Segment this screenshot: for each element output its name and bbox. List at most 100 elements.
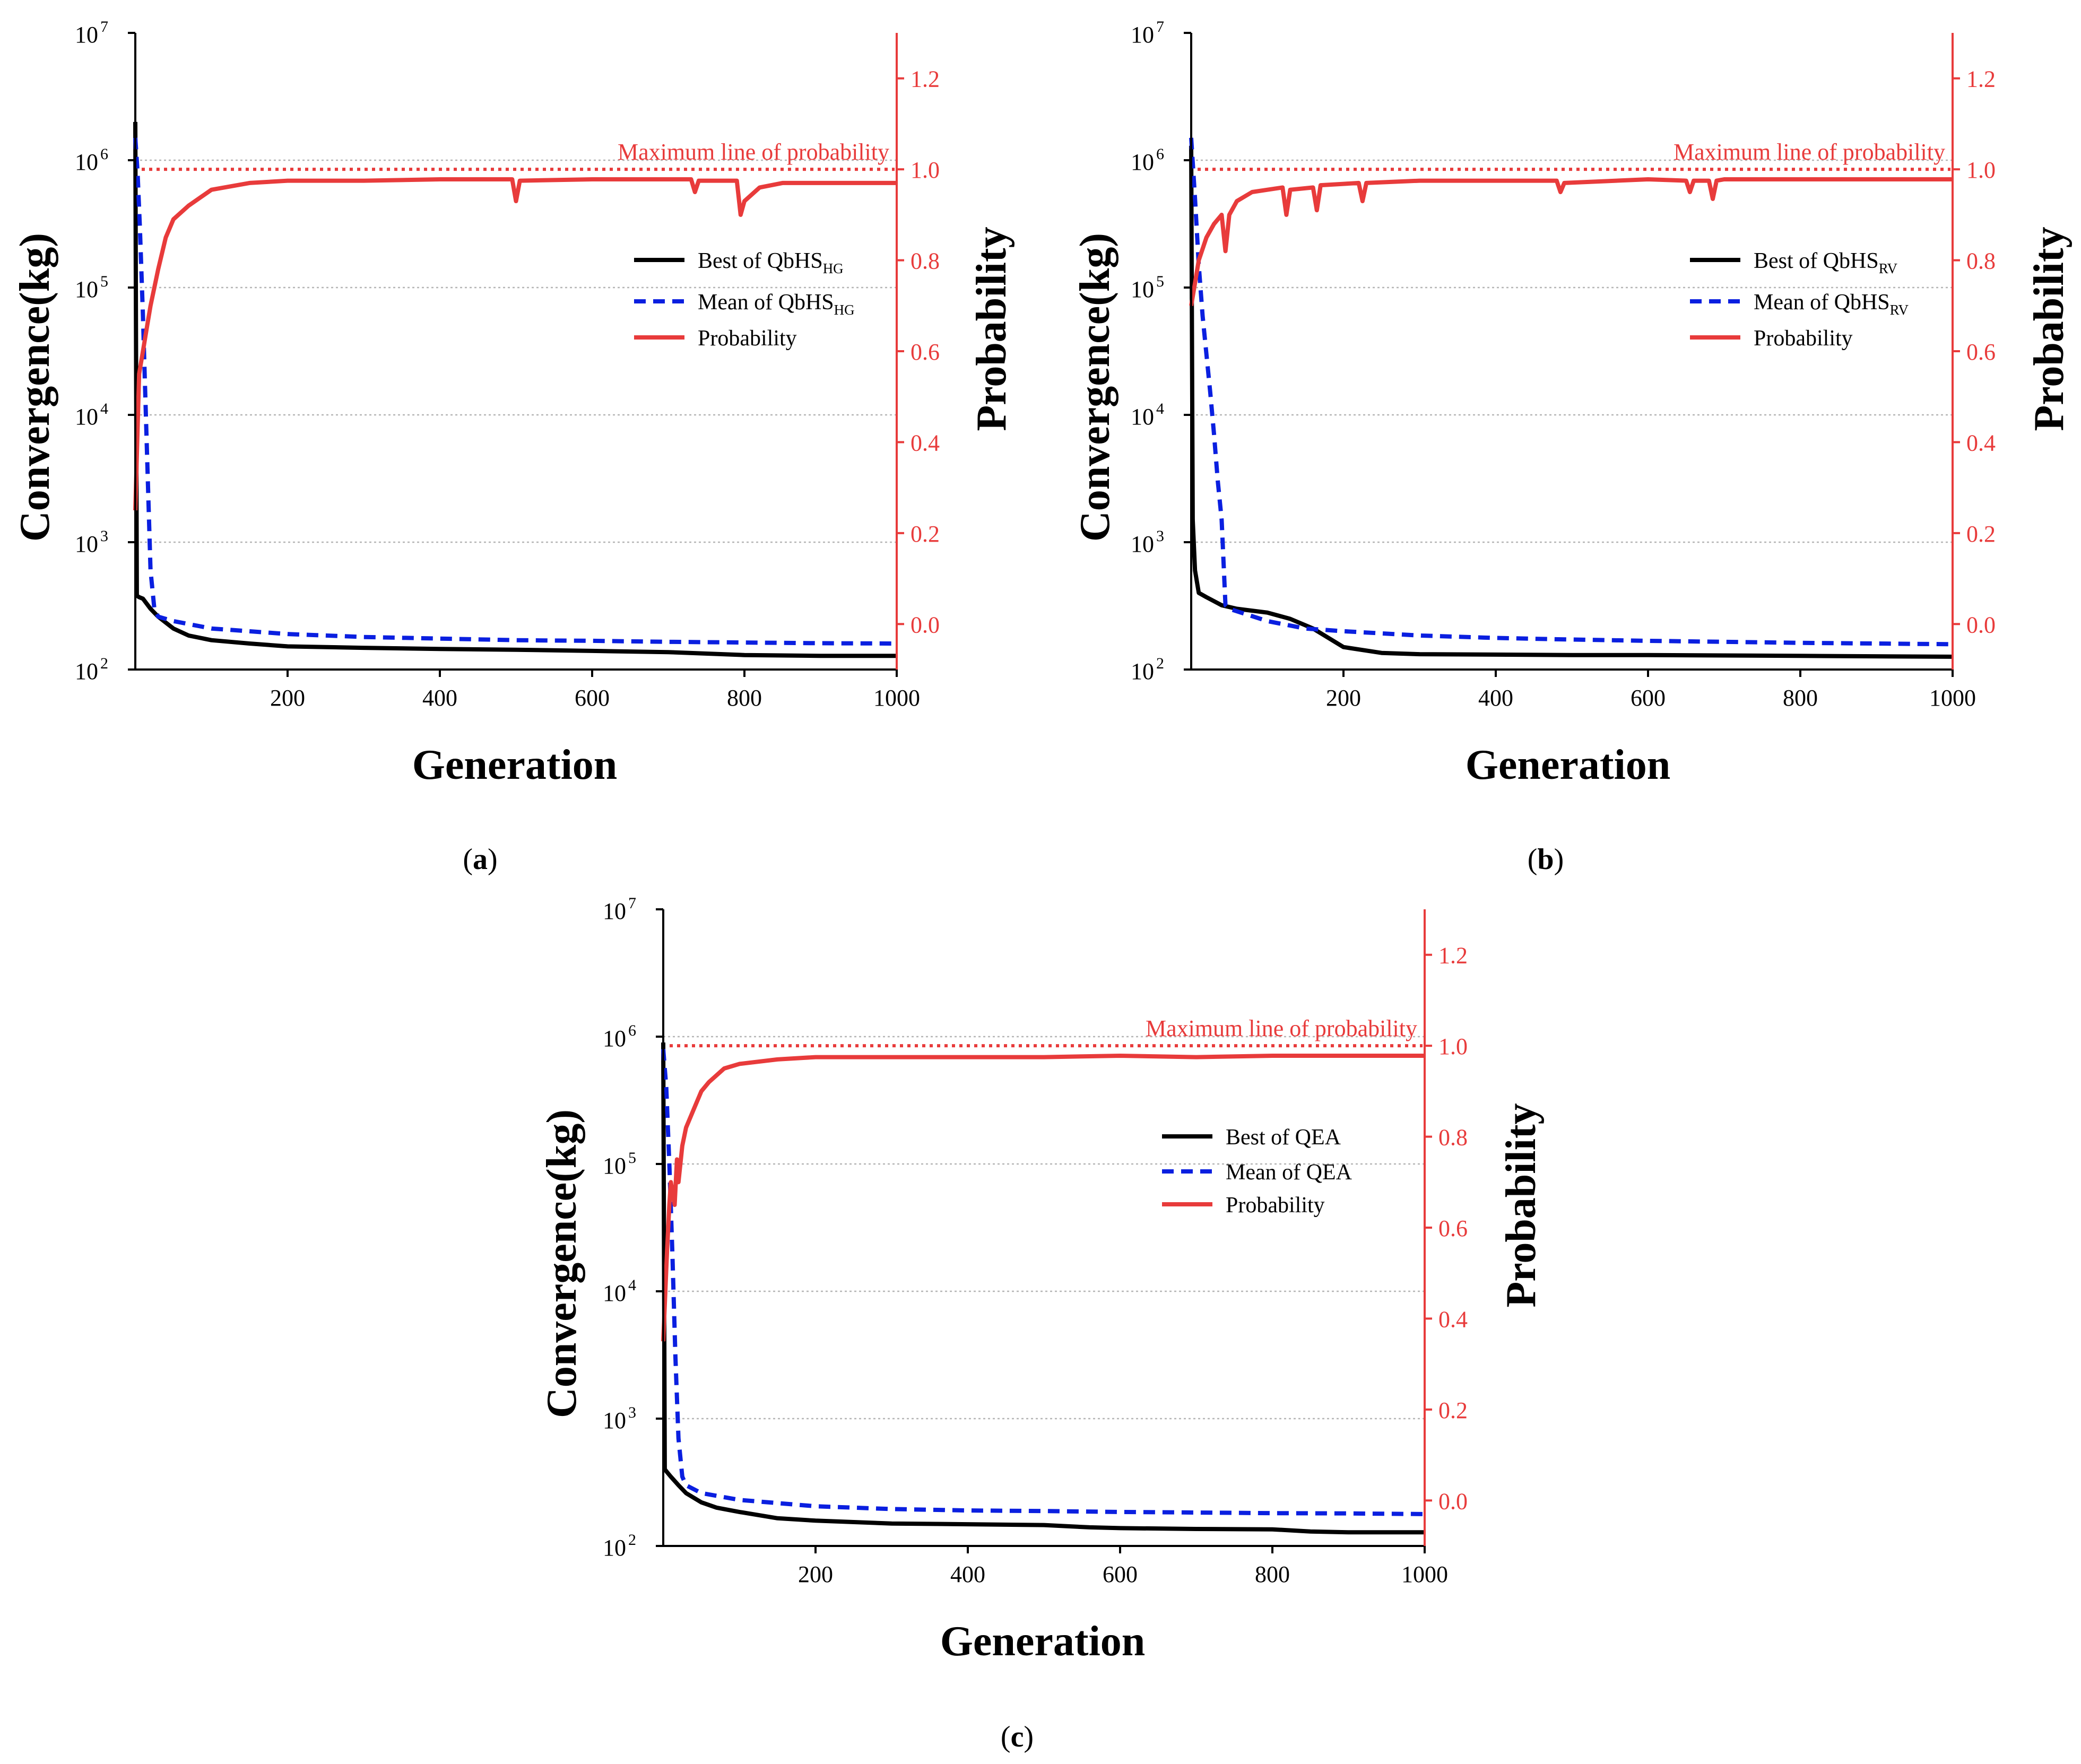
legend-label-best-a: Best of QbHSHG	[698, 249, 844, 276]
y2-tick-label-a-6: 1.2	[911, 66, 940, 92]
y-tick-label-a-1e3: 10	[75, 531, 98, 557]
y-tick-exp-a-1e3: 3	[100, 527, 108, 545]
y-tick-label-b-1e7: 10	[1131, 22, 1154, 48]
y-tick-label-a-1e2: 10	[75, 658, 98, 684]
legend-label-best-c: Best of QEA	[1226, 1125, 1341, 1150]
x-tick-label-c-0: 200	[798, 1561, 833, 1587]
y-tick-exp-c-1e6: 6	[628, 1022, 636, 1039]
y-tick-label-b-1e4: 10	[1131, 404, 1154, 430]
y2-tick-label-c-3: 0.6	[1438, 1215, 1468, 1241]
y2-tick-label-a-2: 0.4	[911, 430, 940, 456]
series-line-c-probability	[661, 1054, 1425, 1342]
y2-tick-label-b-4: 0.8	[1966, 248, 1996, 274]
y-tick-label-a-1e5: 10	[75, 276, 98, 302]
legend-c: Best of QEA Mean of QEA Probability	[1162, 1125, 1352, 1218]
y2-tick-label-b-6: 1.2	[1966, 66, 1996, 92]
y-tick-exp-b-1e2: 2	[1156, 655, 1164, 672]
y-tick-exp-a-1e5: 5	[100, 273, 108, 290]
panel-a: (a) Convergence(kg) Probability Generati…	[12, 18, 1015, 876]
y2-tick-label-c-0: 0.0	[1438, 1488, 1468, 1514]
series-line-a-best	[133, 121, 897, 658]
x-tick-label-a-1: 400	[422, 685, 457, 711]
y2-tick-label-c-6: 1.2	[1438, 943, 1468, 969]
y-tick-label-c-1e4: 10	[603, 1280, 626, 1306]
y-tick-exp-a-1e6: 6	[100, 145, 108, 163]
y-tick-label-b-1e5: 10	[1131, 276, 1154, 302]
y-tick-exp-c-1e2: 2	[628, 1531, 636, 1549]
y2-tick-label-c-5: 1.0	[1438, 1033, 1468, 1059]
panel-caption-c: (c)	[1001, 1720, 1034, 1753]
y-tick-exp-a-1e4: 4	[100, 400, 108, 418]
series-line-b-probability	[1189, 177, 1953, 306]
y-tick-exp-b-1e7: 7	[1156, 18, 1164, 36]
panel-label-c: c	[1011, 1720, 1024, 1753]
y-tick-exp-c-1e7: 7	[628, 894, 636, 912]
y-tick-label-c-1e6: 10	[603, 1026, 626, 1052]
series-line-b-best	[1189, 145, 1953, 659]
x-tick-label-c-4: 1000	[1401, 1561, 1448, 1587]
y2-axis-title-a: Probability	[968, 227, 1015, 431]
panel-b: (b) Convergence(kg) Probability Generati…	[1072, 18, 2073, 876]
x-tick-label-a-2: 600	[575, 685, 610, 711]
y-tick-label-c-1e5: 10	[603, 1153, 626, 1179]
y-axis-title-c: Convergence(kg)	[539, 1109, 585, 1418]
x-tick-label-b-4: 1000	[1929, 685, 1976, 711]
y-tick-label-c-1e7: 10	[603, 898, 626, 924]
x-axis-title-c: Generation	[940, 1618, 1146, 1665]
y-axis-title-b: Convergence(kg)	[1072, 233, 1118, 542]
y-tick-exp-b-1e3: 3	[1156, 527, 1164, 545]
y-tick-label-b-1e3: 10	[1131, 531, 1154, 557]
y2-axis-title-c: Probability	[1498, 1103, 1545, 1307]
legend-label-probability-a: Probability	[698, 326, 797, 351]
x-tick-label-c-2: 600	[1103, 1561, 1138, 1587]
series-line-c-best	[661, 1042, 1425, 1535]
panel-label-b: b	[1537, 843, 1554, 876]
x-tick-label-b-0: 200	[1326, 685, 1361, 711]
x-tick-label-b-2: 600	[1631, 685, 1666, 711]
y2-tick-label-a-5: 1.0	[911, 157, 940, 183]
x-axis-title-a: Generation	[412, 742, 618, 788]
y2-tick-label-a-0: 0.0	[911, 612, 940, 638]
y2-tick-label-b-3: 0.6	[1966, 339, 1996, 365]
y-tick-exp-a-1e2: 2	[100, 655, 108, 672]
x-tick-label-a-3: 800	[727, 685, 762, 711]
y2-tick-label-c-2: 0.4	[1438, 1306, 1468, 1332]
legend-label-best-b: Best of QbHSRV	[1754, 249, 1898, 276]
panel-caption-b: (b)	[1528, 843, 1564, 876]
series-line-a-probability	[133, 177, 897, 511]
y-tick-exp-c-1e4: 4	[628, 1276, 636, 1294]
x-tick-label-b-3: 800	[1783, 685, 1818, 711]
y-tick-label-a-1e4: 10	[75, 404, 98, 430]
y2-axis-title-b: Probability	[2026, 227, 2073, 431]
panel-c: (c) Convergence(kg) Probability Generati…	[539, 894, 1545, 1753]
x-tick-label-b-1: 400	[1478, 685, 1513, 711]
panel-label-a: a	[473, 843, 488, 876]
y-tick-label-a-1e7: 10	[75, 22, 98, 48]
y-tick-exp-b-1e6: 6	[1156, 145, 1164, 163]
legend-label-mean-b: Mean of QbHSRV	[1754, 290, 1909, 318]
y-tick-exp-b-1e5: 5	[1156, 273, 1164, 290]
x-axis-title-b: Generation	[1466, 742, 1671, 788]
x-tick-label-c-1: 400	[950, 1561, 985, 1587]
legend-label-probability-b: Probability	[1754, 326, 1853, 351]
y-tick-exp-c-1e3: 3	[628, 1404, 636, 1421]
y-tick-label-b-1e2: 10	[1131, 658, 1154, 684]
x-tick-label-a-4: 1000	[873, 685, 920, 711]
legend-label-probability-c: Probability	[1226, 1193, 1325, 1218]
legend-label-mean-a: Mean of QbHSHG	[698, 290, 855, 318]
y-tick-label-c-1e3: 10	[603, 1407, 626, 1433]
max-probability-label-b: Maximum line of probability	[1674, 139, 1945, 165]
y-tick-exp-b-1e4: 4	[1156, 400, 1164, 418]
y-tick-exp-c-1e5: 5	[628, 1149, 636, 1167]
y2-tick-label-a-4: 0.8	[911, 248, 940, 274]
y2-tick-label-b-1: 0.2	[1966, 521, 1996, 547]
y-tick-exp-a-1e7: 7	[100, 18, 108, 36]
y-tick-label-b-1e6: 10	[1131, 149, 1154, 175]
series-line-b-mean	[1189, 137, 1953, 647]
y2-tick-label-c-1: 0.2	[1438, 1397, 1468, 1423]
legend-b: Best of QbHSRV Mean of QbHSRV Probabilit…	[1690, 249, 1909, 351]
max-probability-label-c: Maximum line of probability	[1146, 1015, 1417, 1041]
